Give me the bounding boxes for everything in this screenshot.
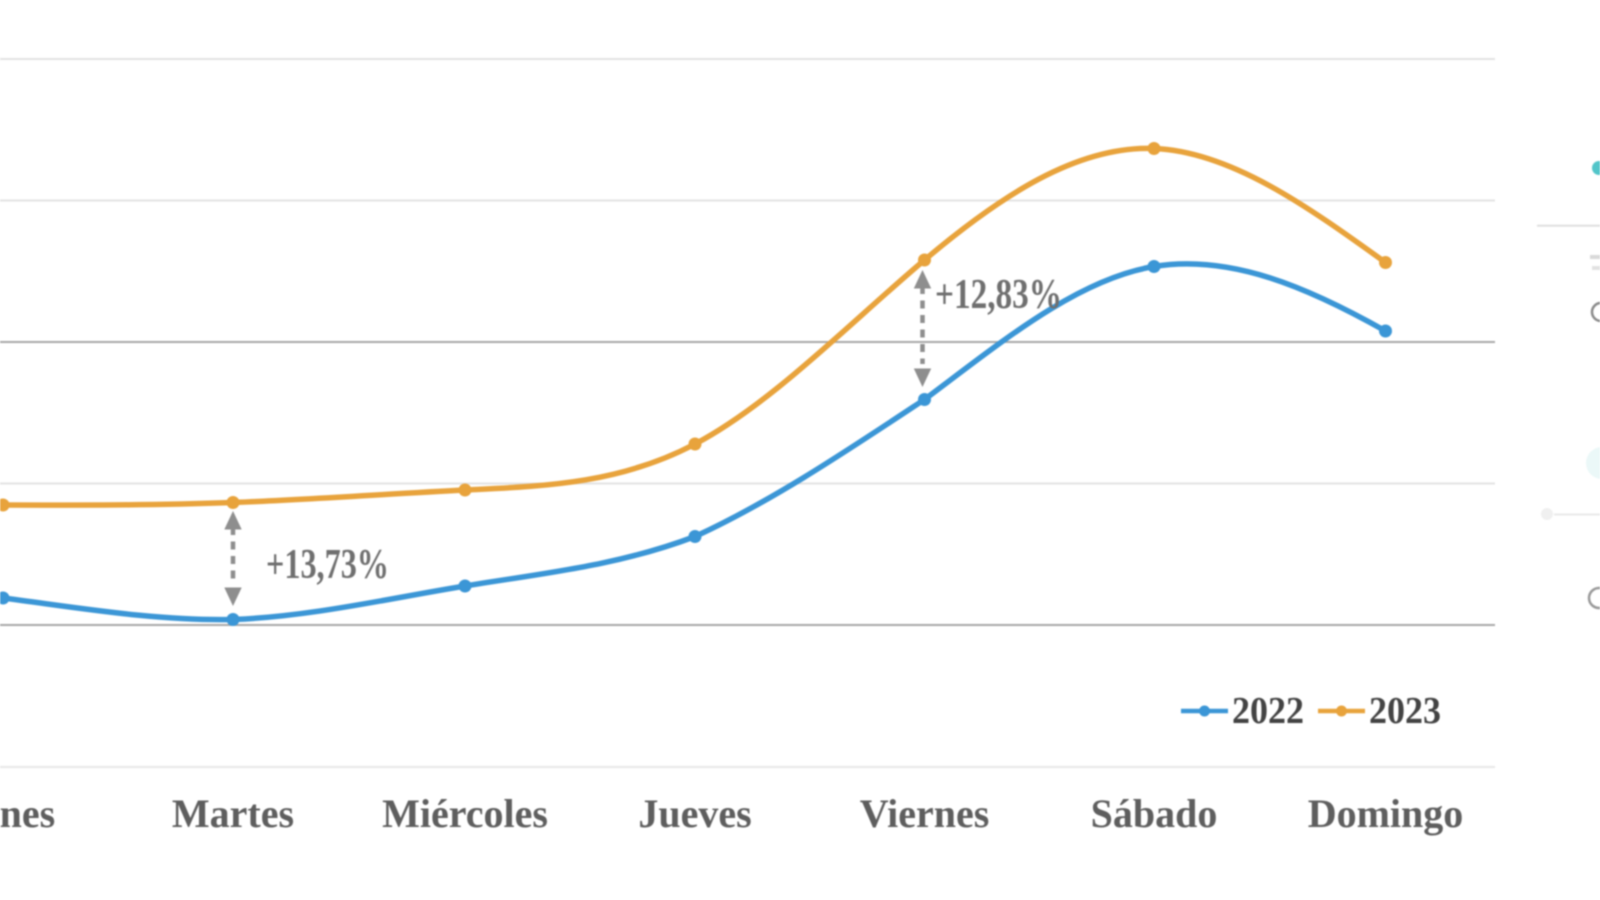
svg-text:2023: 2023 [1369, 690, 1441, 732]
svg-text:Lunes: Lunes [0, 791, 55, 836]
svg-text:Martes: Martes [172, 791, 294, 836]
svg-text:+13,73%: +13,73% [266, 542, 389, 588]
svg-text:2022: 2022 [1232, 690, 1304, 732]
svg-text:Miércoles: Miércoles [382, 791, 548, 836]
svg-text:Sábado: Sábado [1091, 791, 1218, 836]
svg-text:Jueves: Jueves [638, 791, 751, 836]
svg-text:Viernes: Viernes [860, 791, 990, 836]
svg-text:Domingo: Domingo [1308, 791, 1464, 836]
svg-text:+12,83%: +12,83% [935, 272, 1062, 318]
